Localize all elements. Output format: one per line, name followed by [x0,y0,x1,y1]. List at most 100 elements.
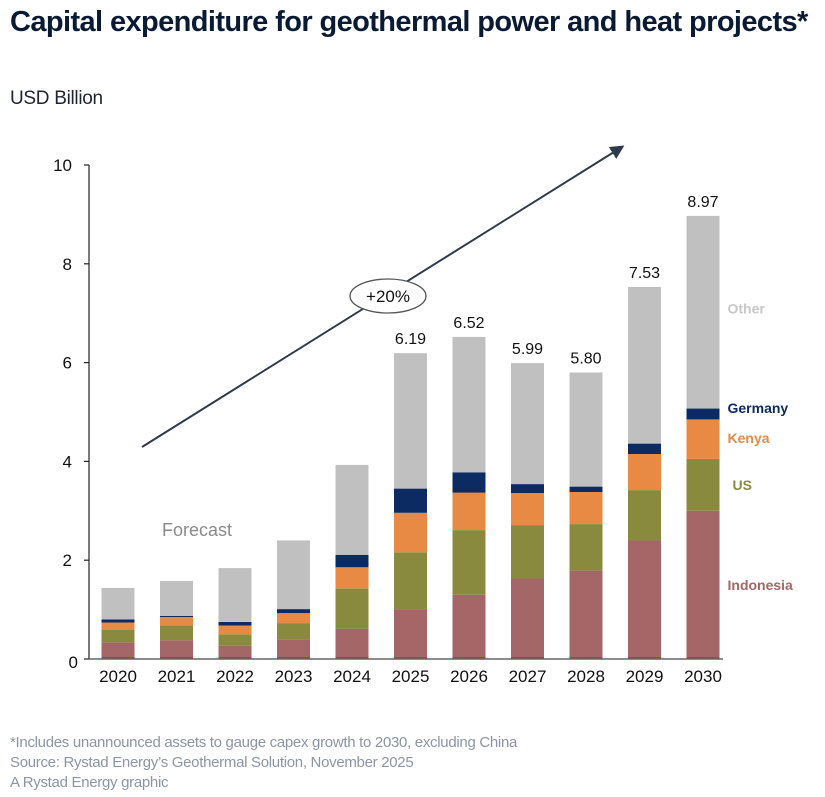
x-tick-label: 2023 [275,667,313,686]
bar-stack-2020 [101,587,135,659]
legend-label-kenya: Kenya [728,430,770,446]
bar-segment-kenya-2025 [394,512,427,553]
bar-segment-us-2020 [101,629,135,643]
bar-segment-us-2028 [569,524,603,571]
bar-segment-germany-2028 [569,486,603,492]
bar-segment-indonesia-2021 [160,640,193,659]
bar-base-accent-2025 [394,657,427,659]
bar-segment-indonesia-2026 [452,594,486,659]
y-tick-label: 2 [63,551,72,570]
bar-base-accent-2020 [101,657,135,659]
total-label-2028: 5.80 [570,350,601,367]
bar-segment-kenya-2029 [628,454,661,491]
bar-stack-2029 [628,287,661,659]
forecast-label: Forecast [162,520,232,540]
x-tick-label: 2026 [450,667,488,686]
bar-segment-us-2029 [628,490,661,541]
x-tick-label: 2020 [99,667,137,686]
x-tick-label: 2025 [392,667,430,686]
bar-segment-us-2025 [394,552,427,610]
bar-segment-germany-2023 [277,609,310,614]
chart-title: Capital expenditure for geothermal power… [10,6,808,38]
bar-stack-2024 [335,464,369,659]
total-label-2027: 5.99 [512,341,543,358]
bar-stack-2028 [569,372,603,659]
bar-segment-indonesia-2020 [101,642,135,659]
bar-segment-kenya-2022 [218,625,252,635]
total-label-2030: 8.97 [687,194,718,211]
bar-segment-germany-2030 [686,408,720,420]
bar-segment-kenya-2020 [101,622,135,630]
bar-segment-us-2024 [335,588,369,629]
bar-segment-indonesia-2030 [686,510,720,659]
bar-segment-indonesia-2029 [628,540,661,659]
source-note: Source: Rystad Energy’s Geothermal Solut… [10,754,414,771]
bar-base-accent-2028 [569,657,603,659]
bar-stack-2025 [394,353,427,659]
bar-segment-kenya-2027 [511,493,544,526]
bar-segment-other-2025 [394,353,427,489]
axes-group: 0 2 4 6 8 10 [53,156,723,672]
bar-segment-indonesia-2024 [335,628,369,659]
bar-segment-germany-2024 [335,554,369,568]
x-tick-label: 2022 [216,667,254,686]
bar-segment-kenya-2023 [277,613,310,624]
legend-label-germany: Germany [728,400,789,416]
x-tick-label: 2027 [509,667,547,686]
bar-segment-us-2021 [160,625,193,641]
bar-segment-germany-2021 [160,616,193,617]
bar-stack-2027 [511,363,544,659]
bar-stack-2022 [218,568,252,659]
bar-base-accent-2026 [452,657,486,659]
bar-segment-other-2022 [218,568,252,622]
bar-segment-kenya-2024 [335,567,369,589]
labels-group: 2020 2021 2022 2023 2024 2025 2026 2027 2028 2029… [99,194,793,686]
bar-segment-germany-2027 [511,484,544,493]
bar-segment-us-2023 [277,623,310,640]
bar-base-accent-2029 [628,657,661,659]
legend-label-other: Other [728,300,766,316]
bar-segment-indonesia-2027 [511,578,544,659]
total-label-2025: 6.19 [395,331,426,348]
chart-subtitle: USD Billion [10,88,103,109]
y-tick-label: 4 [63,452,72,471]
x-tick-label: 2028 [567,667,605,686]
footnote: *Includes unannounced assets to gauge ca… [10,734,518,751]
bar-stack-2030 [686,215,720,659]
bar-segment-germany-2020 [101,619,135,623]
bar-segment-kenya-2028 [569,492,603,525]
bar-segment-us-2030 [686,458,720,511]
total-label-2029: 7.53 [629,265,660,282]
credit-note: A Rystad Energy graphic [10,774,169,791]
bar-segment-kenya-2026 [452,492,486,530]
bar-segment-other-2028 [569,372,603,487]
bar-base-accent-2021 [160,657,193,659]
bar-segment-us-2026 [452,530,486,595]
bar-segment-other-2026 [452,336,486,473]
bar-segment-other-2021 [160,580,193,616]
bar-segment-other-2020 [101,587,135,620]
bar-segment-indonesia-2028 [569,570,603,659]
y-tick-label: 6 [63,354,72,373]
x-tick-label: 2030 [684,667,722,686]
annotations-group: Forecast +20% [141,145,625,540]
footer: *Includes unannounced assets to gauge ca… [10,733,517,793]
bars-group [101,215,720,659]
bar-segment-other-2024 [335,464,369,555]
bar-segment-germany-2025 [394,488,427,513]
bar-base-accent-2024 [335,657,369,659]
x-tick-label: 2021 [158,667,196,686]
bar-stack-2026 [452,336,486,659]
y-tick-label: 8 [63,255,72,274]
x-tick-label: 2024 [333,667,371,686]
bar-segment-kenya-2030 [686,419,720,459]
bar-segment-other-2030 [686,215,720,409]
y-tick-label: 0 [69,653,78,672]
bar-segment-germany-2022 [218,622,252,626]
total-label-2026: 6.52 [453,315,484,332]
bar-segment-kenya-2021 [160,617,193,626]
bar-segment-other-2023 [277,540,310,610]
bar-segment-indonesia-2022 [218,645,252,659]
bar-base-accent-2027 [511,657,544,659]
